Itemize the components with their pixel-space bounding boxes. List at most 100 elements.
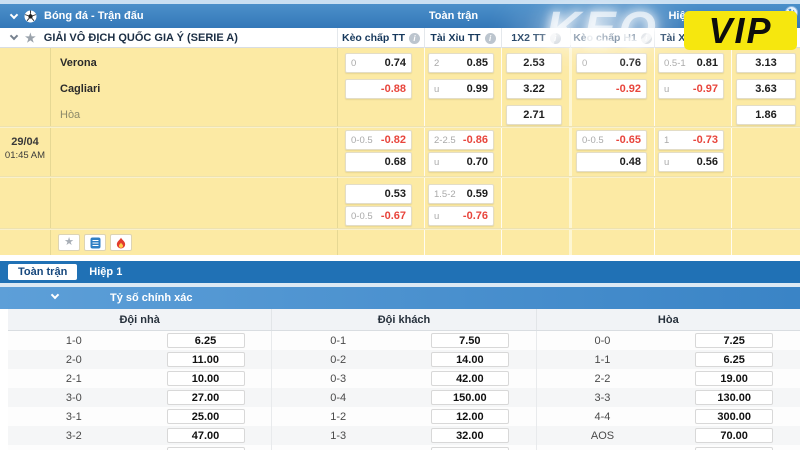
column-label: Tài Xỉu H1 bbox=[660, 32, 711, 44]
odds-box-ou-ft[interactable]: u 0.99 bbox=[428, 79, 494, 99]
score-odds[interactable] bbox=[695, 447, 774, 450]
tab-first-half[interactable]: Hiệp 1 bbox=[89, 266, 123, 278]
score-cell: 3-1 25.00 bbox=[8, 407, 273, 426]
score-cell: 0-2 14.00 bbox=[272, 350, 537, 369]
odds-box-ou-h1[interactable]: 0.5-1 0.81 bbox=[658, 53, 724, 73]
odds-box-1x2-h1[interactable]: 3.13 bbox=[736, 53, 796, 73]
odds-box-hdp-ft[interactable]: 0.53 bbox=[345, 184, 412, 204]
odds-box-hdp-ft[interactable]: 0.68 bbox=[345, 152, 412, 172]
odds-box-hdp-h1[interactable]: 0-0.5 -0.65 bbox=[576, 130, 647, 150]
odds-box-hdp-ft[interactable]: 0-0.5 -0.67 bbox=[345, 206, 412, 226]
match-date: 29/04 bbox=[11, 136, 39, 148]
favorite-star-icon[interactable]: ★ bbox=[25, 30, 36, 45]
column-header-handicap-ft: Kèo chấp TT i bbox=[337, 28, 424, 48]
handicap-line: 0 bbox=[351, 57, 357, 69]
score-cell: 1-2 12.00 bbox=[272, 407, 537, 426]
score-odds[interactable]: 6.25 bbox=[695, 352, 774, 367]
odds-box-hdp-ft[interactable]: 0-0.5 -0.82 bbox=[345, 130, 412, 150]
home-team-name[interactable]: Verona bbox=[60, 57, 97, 69]
handicap-line: 0-0.5 bbox=[351, 210, 373, 222]
score-odds[interactable]: 14.00 bbox=[430, 352, 509, 367]
table-row: 3-2 47.00 1-3 32.00 AOS 70.00 bbox=[8, 426, 800, 445]
score-odds[interactable] bbox=[430, 447, 509, 450]
score-odds[interactable]: 7.25 bbox=[695, 333, 774, 348]
score-odds[interactable]: 42.00 bbox=[430, 371, 509, 386]
collapse-league-icon[interactable] bbox=[9, 31, 19, 41]
odds-box-1x2-ft[interactable]: 3.22 bbox=[506, 79, 562, 99]
score-odds[interactable]: 12.00 bbox=[430, 409, 509, 424]
odds-box-hdp-ft[interactable]: 0 0.74 bbox=[345, 53, 412, 73]
score-odds[interactable]: 32.00 bbox=[430, 428, 509, 443]
total-line: 1.5-2 bbox=[434, 188, 456, 200]
score-label: 0-0 bbox=[594, 334, 611, 347]
score-odds[interactable]: 25.00 bbox=[166, 409, 245, 424]
score-odds[interactable]: 150.00 bbox=[430, 390, 509, 405]
score-odds[interactable]: 70.00 bbox=[695, 428, 774, 443]
column-header-overunder-ft: Tài Xỉu TT i bbox=[424, 28, 501, 48]
score-odds[interactable] bbox=[166, 447, 245, 450]
odds-box-hdp-h1[interactable]: -0.92 bbox=[576, 79, 647, 99]
divider bbox=[0, 126, 800, 128]
spacer bbox=[0, 255, 800, 261]
odds-box-ou-h1[interactable]: 1 -0.73 bbox=[658, 130, 724, 150]
away-team-name[interactable]: Cagliari bbox=[60, 83, 101, 95]
score-odds[interactable]: 19.00 bbox=[695, 371, 774, 386]
odds-value: 0.56 bbox=[696, 156, 718, 168]
odds-box-hdp-h1[interactable]: 0 0.76 bbox=[576, 53, 647, 73]
odds-box-ou-ft[interactable]: 2-2.5 -0.86 bbox=[428, 130, 494, 150]
tab-full-time[interactable]: Toàn trận bbox=[8, 264, 78, 280]
odds-box-1x2-h1[interactable]: 1.86 bbox=[736, 105, 796, 125]
odds-box-1x2-h1[interactable]: 3.63 bbox=[736, 79, 796, 99]
stats-button[interactable] bbox=[84, 234, 106, 251]
table-row: 2-1 10.00 0-3 42.00 2-2 19.00 bbox=[8, 369, 800, 388]
score-odds[interactable]: 11.00 bbox=[166, 352, 245, 367]
odds-box-ou-ft[interactable]: u -0.76 bbox=[428, 206, 494, 226]
score-odds[interactable]: 130.00 bbox=[695, 390, 774, 405]
refresh-icon[interactable]: ↻ bbox=[785, 6, 798, 19]
score-cell bbox=[8, 445, 273, 450]
divider bbox=[337, 48, 338, 255]
divider bbox=[0, 228, 800, 230]
info-icon[interactable]: i bbox=[640, 32, 652, 44]
odds-box-ou-ft[interactable]: 2 0.85 bbox=[428, 53, 494, 73]
league-name: GIẢI VÔ ĐỊCH QUỐC GIA Ý (SERIE A) bbox=[43, 31, 238, 44]
odds-value: -0.88 bbox=[380, 83, 406, 95]
total-line: 2-2.5 bbox=[434, 134, 456, 146]
hot-match-button[interactable] bbox=[110, 234, 132, 251]
score-cell: 3-2 47.00 bbox=[8, 426, 273, 445]
score-odds[interactable]: 6.25 bbox=[166, 333, 245, 348]
odds-box-ou-h1[interactable]: u 0.56 bbox=[658, 152, 724, 172]
info-icon[interactable]: i bbox=[484, 32, 496, 44]
info-icon[interactable]: i bbox=[714, 32, 726, 44]
divider bbox=[424, 48, 425, 255]
info-icon[interactable]: i bbox=[780, 32, 792, 44]
favorite-button[interactable]: ★ bbox=[58, 234, 80, 251]
sport-header-bar: Bóng đá - Trận đấu Toàn trận Hiệp 1 bbox=[0, 4, 800, 28]
score-odds[interactable]: 300.00 bbox=[695, 409, 774, 424]
odds-value: 0.85 bbox=[466, 57, 488, 69]
odds-box-1x2-ft[interactable]: 2.71 bbox=[506, 105, 562, 125]
score-odds[interactable]: 7.50 bbox=[430, 333, 509, 348]
score-label: 1-1 bbox=[594, 353, 611, 366]
info-icon[interactable]: i bbox=[409, 32, 420, 44]
correct-score-section-header[interactable]: Tỷ số chính xác bbox=[0, 287, 800, 309]
info-icon[interactable]: i bbox=[549, 32, 561, 44]
odds-box-hdp-h1[interactable]: 0.48 bbox=[576, 152, 647, 172]
total-line: u bbox=[434, 210, 440, 222]
odds-box-ou-ft[interactable]: 1.5-2 0.59 bbox=[428, 184, 494, 204]
score-odds[interactable]: 47.00 bbox=[166, 428, 245, 443]
draw-label: Hòa bbox=[60, 109, 81, 121]
odds-box-ou-ft[interactable]: u 0.70 bbox=[428, 152, 494, 172]
odds-box-1x2-ft[interactable]: 2.53 bbox=[506, 53, 562, 73]
score-cell: 0-1 7.50 bbox=[272, 331, 537, 350]
odds-box-ou-h1[interactable]: u -0.97 bbox=[658, 79, 724, 99]
score-cell: 3-0 27.00 bbox=[8, 388, 273, 407]
collapse-sport-icon[interactable] bbox=[9, 10, 19, 19]
odds-box-hdp-ft[interactable]: -0.88 bbox=[345, 79, 412, 99]
score-cell bbox=[272, 445, 537, 450]
score-odds[interactable]: 10.00 bbox=[166, 371, 245, 386]
table-row: 2-0 11.00 0-2 14.00 1-1 6.25 bbox=[8, 350, 800, 369]
score-odds[interactable]: 27.00 bbox=[166, 390, 245, 405]
divider bbox=[0, 176, 800, 178]
